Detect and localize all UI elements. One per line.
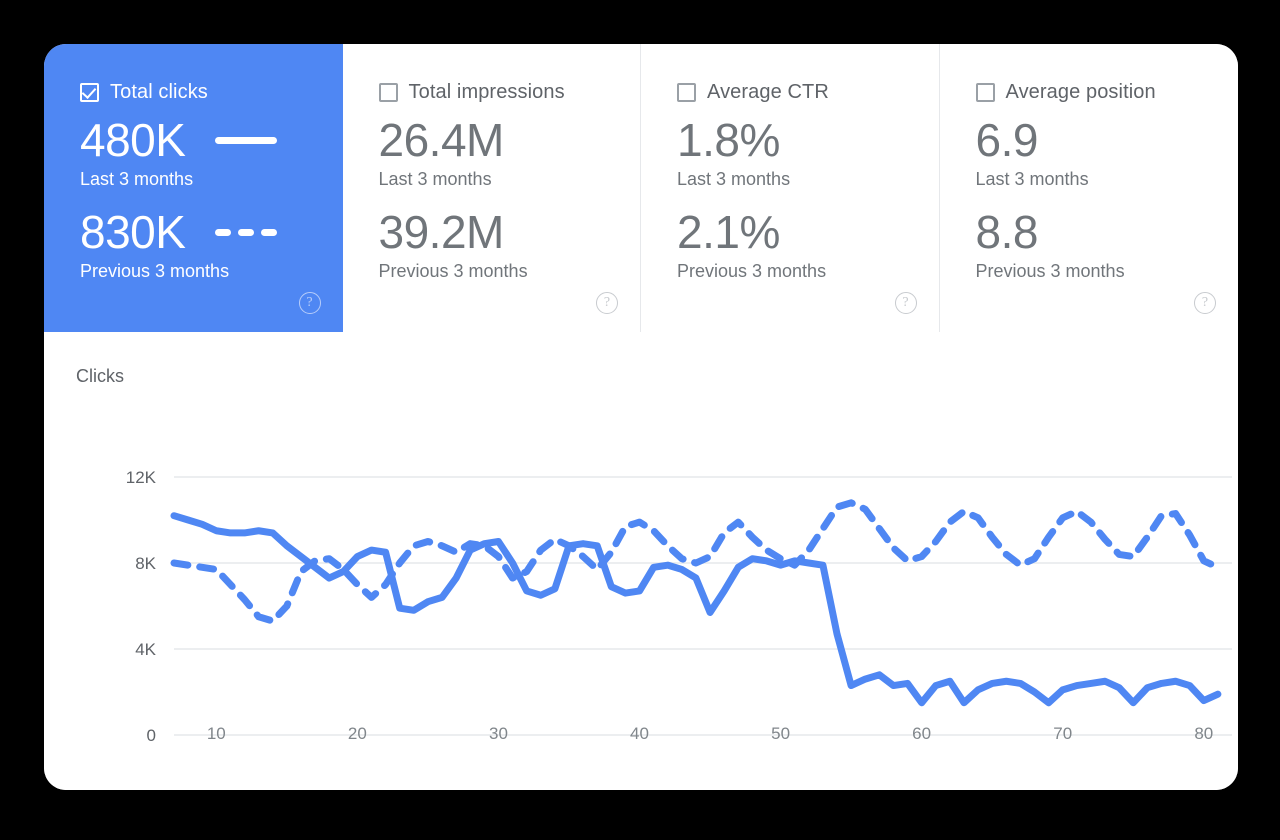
metric-previous-row: 8.8 — [976, 204, 1239, 260]
metric-current-value: 6.9 — [975, 114, 1039, 166]
chart-x-tick-label: 20 — [347, 724, 367, 743]
checkbox-icon[interactable] — [975, 82, 995, 102]
metric-current-row: 480K — [80, 112, 343, 168]
metric-previous-label: Previous 3 months — [975, 261, 1125, 281]
chart-x-tick-label: 10 — [206, 724, 226, 743]
chart-x-tick-label: 40 — [630, 724, 649, 743]
chart-y-tick-label: 8K — [135, 554, 156, 573]
chart-x-tick-label: 80 — [1194, 724, 1214, 743]
metric-previous-label: Previous 3 months — [378, 261, 528, 281]
chart-x-tick-label: 30 — [488, 724, 508, 743]
chart-y-tick-label: 0 — [146, 726, 156, 745]
help-icon[interactable]: ? — [894, 292, 917, 314]
help-icon[interactable]: ? — [298, 292, 321, 314]
metric-card-title: Average CTR — [707, 80, 829, 103]
metric-previous-value: 8.8 — [975, 206, 1039, 258]
solid-line-legend-icon — [215, 136, 278, 144]
chart-svg — [170, 476, 1232, 736]
metric-card-title: Average position — [1005, 80, 1156, 103]
search-performance-panel: Total clicks 480K Last 3 months 830K Previou… — [44, 44, 1238, 790]
checkbox-icon[interactable] — [677, 82, 696, 102]
metric-card-header: Total impressions — [378, 80, 641, 104]
chart-x-tick-label: 60 — [912, 724, 932, 743]
metric-cards-row: Total clicks 480K Last 3 months 830K Previou… — [44, 44, 1238, 332]
metric-card-title: Total impressions — [408, 80, 565, 103]
metric-card-header: Average position — [975, 80, 1239, 104]
chart-y-axis-title: Clicks — [76, 366, 124, 386]
metric-previous-label: Previous 3 months — [80, 261, 230, 281]
metric-card-total-clicks[interactable]: Total clicks 480K Last 3 months 830K Previou… — [44, 44, 343, 332]
metric-card-total-impressions[interactable]: Total impressions 26.4M Last 3 months 39.2M… — [342, 44, 641, 332]
metric-card-header: Total clicks — [80, 80, 343, 104]
chart-plot-area: 0 4K 8K 12K 10 20 30 40 50 60 70 80 — [44, 334, 1238, 790]
metric-current-value: 480K — [80, 114, 186, 166]
metric-card-average-ctr[interactable]: Average CTR 1.8% Last 3 months 2.1% Previous… — [641, 44, 940, 332]
metric-current-label: Last 3 months — [975, 169, 1089, 189]
clicks-chart: Clicks 0 4K 8K 12K 10 20 30 40 50 60 70 80 — [44, 334, 1238, 790]
chart-y-tick-label: 4K — [135, 640, 156, 659]
metric-card-title: Total clicks — [110, 80, 208, 103]
metric-card-average-position[interactable]: Average position 6.9 Last 3 months 8.8 Previ… — [939, 44, 1239, 332]
metric-previous-value: 39.2M — [378, 206, 505, 258]
metric-current-label: Last 3 months — [677, 169, 791, 189]
metric-previous-row: 39.2M — [379, 204, 641, 260]
chart-series-dashed — [170, 499, 1222, 625]
chart-series-solid — [170, 512, 1222, 707]
metric-previous-value: 2.1% — [677, 206, 780, 258]
metric-current-label: Last 3 months — [378, 169, 492, 189]
chart-x-tick-label: 70 — [1053, 724, 1073, 743]
metric-current-row: 26.4M — [379, 112, 641, 168]
metric-previous-value: 830K — [80, 206, 186, 258]
checkbox-icon[interactable] — [378, 82, 398, 102]
chart-x-tick-label: 50 — [771, 724, 791, 743]
help-icon[interactable]: ? — [1194, 292, 1216, 314]
metric-previous-row: 830K — [80, 204, 343, 260]
metric-current-row: 1.8% — [677, 112, 939, 168]
metric-current-label: Last 3 months — [80, 169, 194, 189]
metric-previous-label: Previous 3 months — [677, 261, 827, 281]
metric-previous-row: 2.1% — [677, 204, 939, 260]
dashed-line-legend-icon — [215, 228, 278, 236]
checkbox-icon[interactable] — [80, 82, 99, 102]
metric-current-value: 1.8% — [677, 114, 780, 166]
metric-current-row: 6.9 — [976, 112, 1239, 168]
metric-current-value: 26.4M — [378, 114, 505, 166]
chart-y-tick-label: 12K — [125, 468, 156, 487]
help-icon[interactable]: ? — [596, 292, 618, 314]
metric-card-header: Average CTR — [677, 80, 939, 104]
